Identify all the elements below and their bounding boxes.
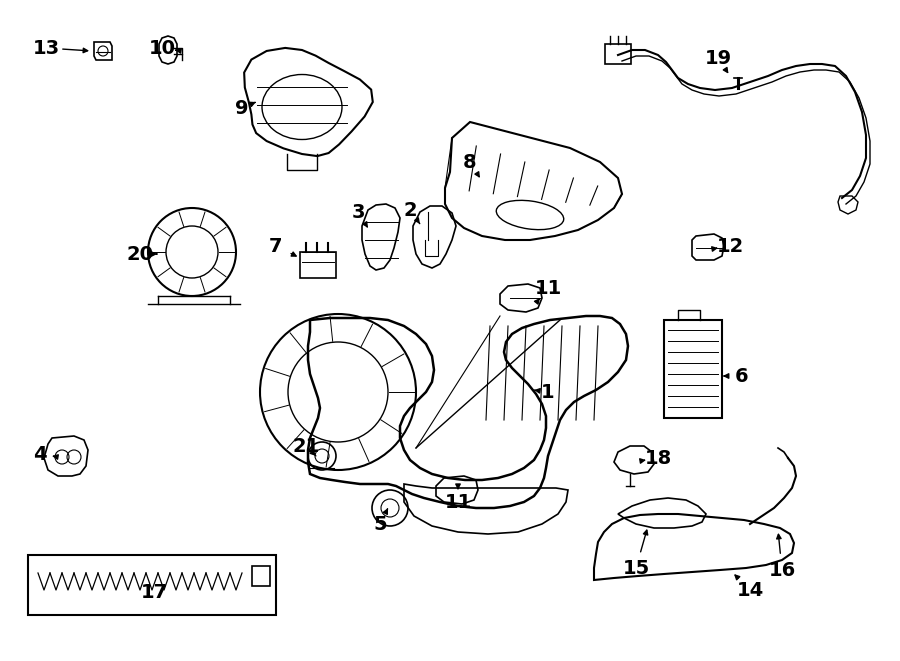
Text: 9: 9	[235, 98, 248, 118]
Bar	[300, 252, 336, 278]
Text: 11: 11	[535, 278, 562, 297]
Text: 16: 16	[769, 561, 796, 580]
Text: 15: 15	[623, 559, 650, 578]
Text: 20: 20	[127, 245, 154, 264]
Text: 14: 14	[736, 580, 763, 600]
Text: 11: 11	[445, 492, 472, 512]
Bar	[28, 555, 276, 615]
Text: 3: 3	[351, 202, 364, 221]
Bar	[664, 320, 722, 418]
Text: 4: 4	[33, 444, 47, 463]
Text: 21: 21	[292, 436, 320, 455]
Text: 5: 5	[374, 514, 387, 533]
Bar	[252, 566, 270, 586]
Text: 7: 7	[269, 237, 283, 256]
Text: 6: 6	[735, 366, 749, 385]
Text: 17: 17	[140, 582, 167, 602]
Text: 8: 8	[464, 153, 477, 171]
Text: 12: 12	[716, 237, 743, 256]
Text: 19: 19	[705, 48, 732, 67]
Text: 13: 13	[32, 38, 59, 58]
Text: 2: 2	[403, 200, 417, 219]
Text: 10: 10	[148, 38, 176, 58]
Text: 18: 18	[644, 449, 671, 467]
Text: 1: 1	[541, 383, 554, 401]
Bar	[605, 44, 631, 64]
